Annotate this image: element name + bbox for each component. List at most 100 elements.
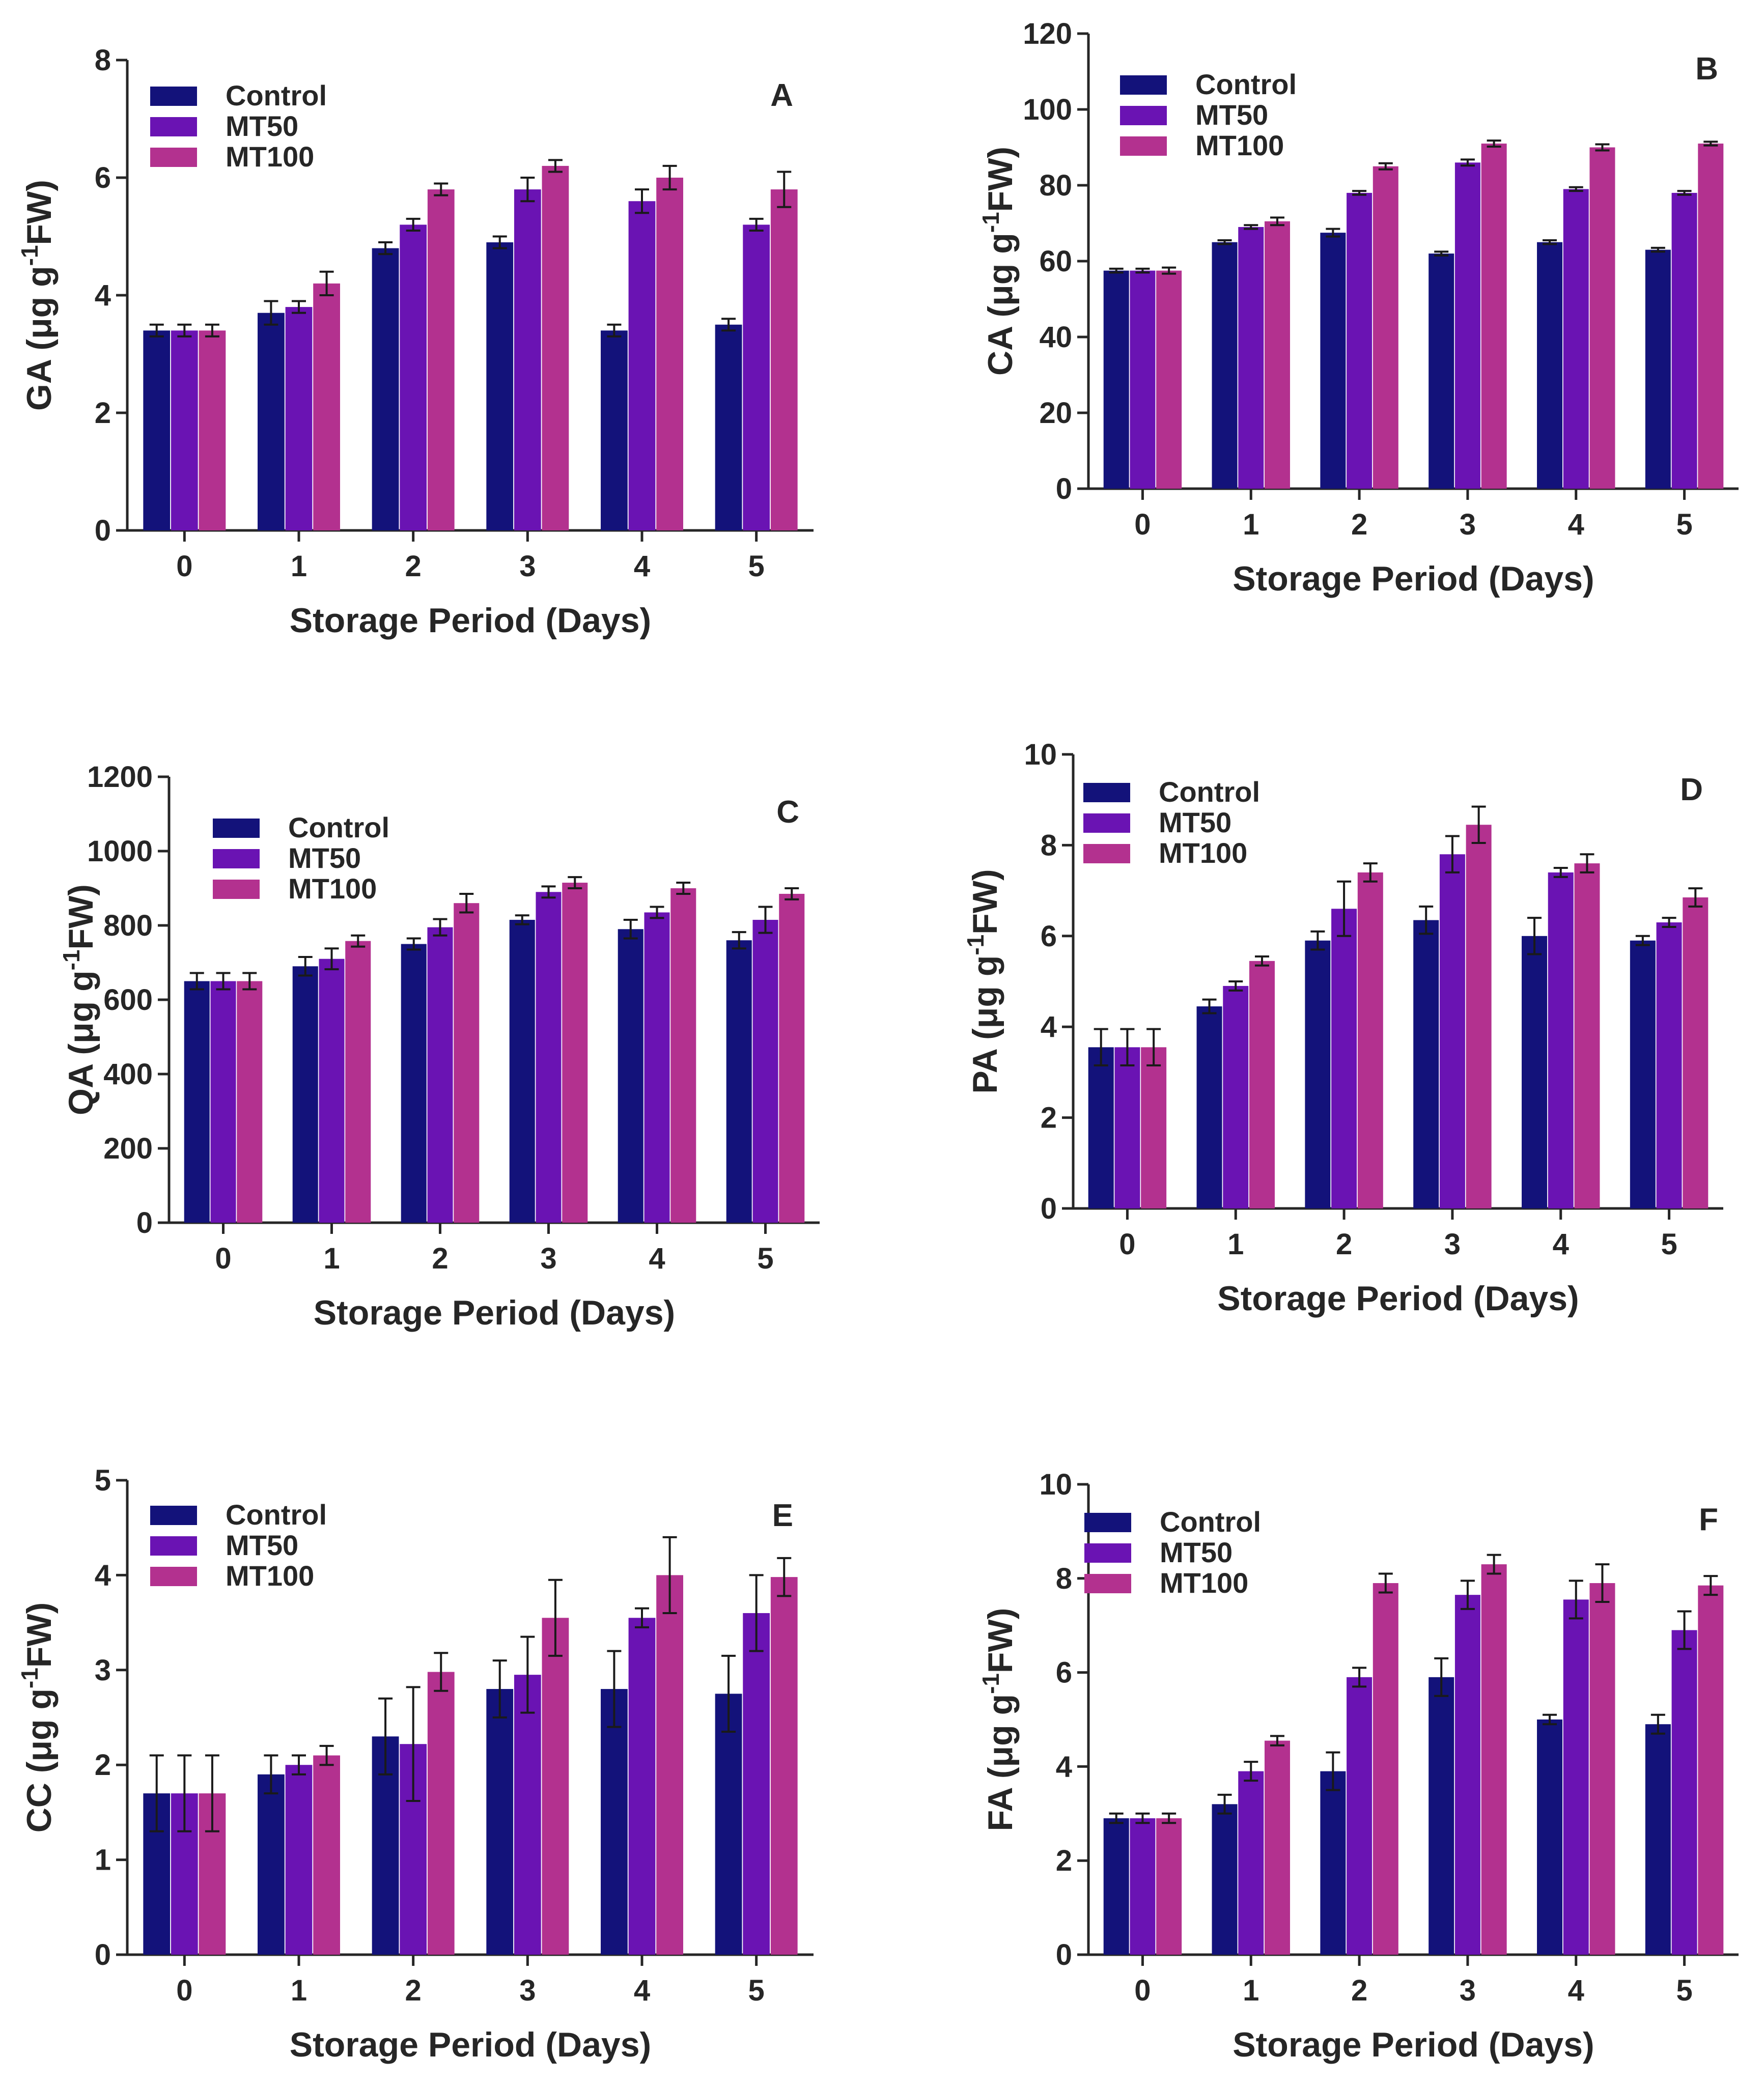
bar-mt50-day-3 xyxy=(1439,854,1465,1208)
y-axis-title-suffix: FW) xyxy=(20,180,59,245)
bar-mt100-day-4 xyxy=(656,178,683,530)
bar-control-day-5 xyxy=(715,324,742,530)
bar-control-day-5 xyxy=(726,940,752,1223)
y-axis-title-sup: -1 xyxy=(16,245,43,266)
error-bar xyxy=(635,188,649,214)
bar-control-day-1 xyxy=(258,313,285,530)
legend-swatch-control xyxy=(1083,783,1130,802)
y-axis-title-prefix: PA (μg g xyxy=(966,955,1004,1094)
bar-mt50-day-2 xyxy=(400,224,427,530)
error-bar xyxy=(1569,1580,1583,1620)
error-bar xyxy=(732,931,746,950)
bar-mt100-day-2 xyxy=(1357,872,1383,1208)
x-tick-label: 2 xyxy=(405,550,422,583)
y-tick-label: 20 xyxy=(1039,397,1072,430)
x-tick-label: 5 xyxy=(748,1974,765,2007)
x-tick-label: 5 xyxy=(1661,1228,1677,1261)
y-axis-title-sup: -1 xyxy=(962,935,989,955)
y-tick-label: 10 xyxy=(1039,1468,1072,1501)
y-tick-label: 0 xyxy=(1056,472,1072,505)
y-tick-label: 100 xyxy=(1023,93,1072,126)
bar-mt50-day-2 xyxy=(427,927,453,1223)
error-bar xyxy=(1543,1713,1557,1726)
error-bar xyxy=(568,876,582,889)
y-axis-title-sup: -1 xyxy=(977,1673,1004,1694)
y-axis-title-suffix: FW) xyxy=(981,147,1020,212)
y-axis-title-suffix: FW) xyxy=(966,869,1004,934)
error-bar xyxy=(1487,139,1501,148)
x-tick-label: 5 xyxy=(757,1242,773,1275)
legend-swatch-mt100 xyxy=(1083,844,1130,863)
y-tick-label: 1200 xyxy=(87,760,153,794)
error-bar xyxy=(777,1557,792,1597)
bar-mt50-day-3 xyxy=(1454,1595,1480,1955)
bar-mt50-day-1 xyxy=(1238,227,1264,489)
y-tick-label: 1000 xyxy=(87,835,153,868)
legend-swatch-mt50 xyxy=(150,117,197,136)
bar-mt100-day-1 xyxy=(313,283,340,530)
error-bar xyxy=(1378,1572,1393,1594)
legend-label-mt50: MT50 xyxy=(288,842,361,874)
x-tick-label: 4 xyxy=(1568,1974,1584,2007)
y-tick-label: 4 xyxy=(1056,1750,1072,1783)
bar-control-day-5 xyxy=(1645,249,1671,489)
bar-mt50-day-4 xyxy=(1548,872,1574,1208)
bar-mt100-day-5 xyxy=(1683,897,1709,1208)
bar-mt100-day-2 xyxy=(427,1672,455,1955)
y-axis-title: CA (μg g-1FW) xyxy=(977,147,1020,376)
error-bar xyxy=(189,972,204,991)
y-tick-label: 0 xyxy=(136,1206,153,1239)
bar-control-day-2 xyxy=(1320,1771,1346,1955)
y-tick-label: 800 xyxy=(103,909,153,942)
bar-mt50-day-2 xyxy=(1347,192,1373,489)
y-axis-title-sup: -1 xyxy=(977,212,1004,233)
x-tick-label: 4 xyxy=(1553,1228,1569,1261)
error-bar xyxy=(520,177,535,203)
panel-a: 0 2 4 6 8 0 1 2 3 4 5 Storage Period (Days) GA (μg g… xyxy=(16,44,814,640)
y-tick-label: 8 xyxy=(1056,1562,1072,1595)
bar-control-day-3 xyxy=(509,920,535,1223)
legend-swatch-control xyxy=(150,87,197,106)
error-bar xyxy=(1217,1793,1232,1815)
error-bar xyxy=(1109,1812,1124,1824)
bar-mt50-day-4 xyxy=(1563,189,1589,489)
bar-mt50-day-2 xyxy=(1331,909,1357,1208)
error-bar xyxy=(433,918,447,937)
y-tick-label: 2 xyxy=(95,397,111,430)
legend-label-mt100: MT100 xyxy=(288,872,377,905)
x-tick-label: 0 xyxy=(176,1974,192,2007)
error-bar xyxy=(1378,162,1393,171)
bar-control-day-5 xyxy=(715,1694,742,1955)
bar-mt50-day-3 xyxy=(536,892,562,1223)
x-tick-label: 4 xyxy=(649,1242,665,1275)
bar-mt50-day-4 xyxy=(628,201,656,530)
error-bar xyxy=(459,892,474,914)
bar-mt50-day-1 xyxy=(1223,985,1249,1208)
legend-label-control: Control xyxy=(1160,1506,1261,1538)
error-bar xyxy=(1270,1735,1284,1746)
legend-label-mt50: MT50 xyxy=(226,1529,298,1561)
bar-mt100-day-1 xyxy=(1264,221,1290,489)
legend-label-mt50: MT50 xyxy=(1160,1536,1233,1568)
x-axis-title: Storage Period (Days) xyxy=(1233,559,1594,598)
error-bar xyxy=(1352,1667,1367,1688)
bar-mt100-day-3 xyxy=(542,165,569,530)
legend-label-control: Control xyxy=(226,1499,327,1531)
bar-control-day-0 xyxy=(1103,270,1129,489)
error-bar xyxy=(264,300,278,326)
error-bar xyxy=(1569,186,1583,192)
bar-mt100-day-4 xyxy=(1589,147,1615,489)
bar-mt100-day-1 xyxy=(345,941,371,1223)
bar-mt100-day-1 xyxy=(313,1755,340,1955)
error-bar xyxy=(319,270,334,296)
error-bar xyxy=(205,323,219,337)
y-tick-label: 40 xyxy=(1039,321,1072,354)
bar-control-day-2 xyxy=(401,944,427,1223)
error-bar xyxy=(785,887,799,900)
bar-control-day-2 xyxy=(1305,940,1331,1208)
bar-control-day-4 xyxy=(601,1689,628,1955)
panel-d: 0 2 4 6 8 10 0 1 2 3 4 5 Storage Period (Days) PA (μg… xyxy=(962,738,1723,1318)
